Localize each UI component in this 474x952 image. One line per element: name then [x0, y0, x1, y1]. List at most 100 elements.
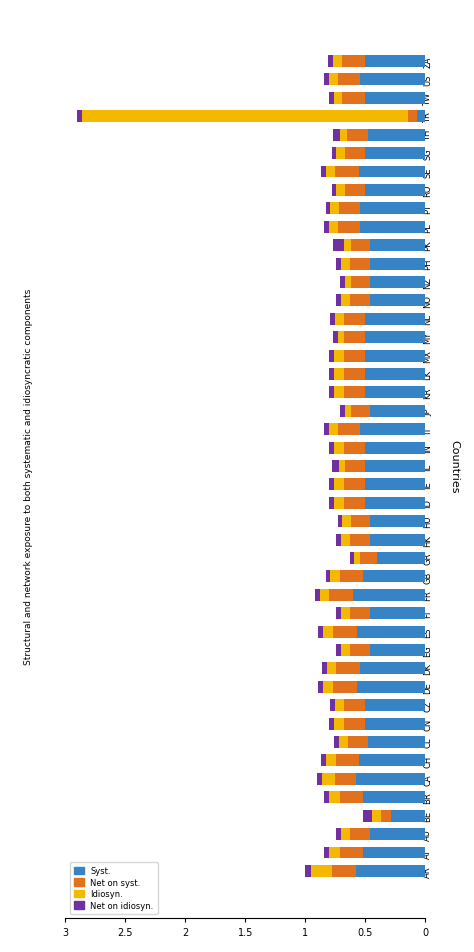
Bar: [337, 148, 345, 160]
Bar: [323, 626, 333, 638]
Bar: [353, 589, 425, 601]
Bar: [82, 111, 408, 123]
Bar: [341, 295, 349, 307]
Bar: [345, 406, 351, 417]
Bar: [363, 810, 372, 822]
Bar: [337, 755, 359, 766]
Bar: [381, 810, 392, 822]
Bar: [349, 534, 370, 546]
Bar: [334, 368, 344, 381]
Bar: [342, 516, 351, 527]
Bar: [331, 148, 337, 160]
Bar: [331, 461, 339, 472]
Bar: [344, 387, 365, 399]
Bar: [326, 167, 335, 178]
Bar: [339, 736, 348, 748]
Bar: [330, 571, 340, 583]
Bar: [315, 589, 319, 601]
Bar: [365, 350, 425, 362]
Bar: [329, 424, 337, 436]
Bar: [340, 571, 363, 583]
Bar: [329, 589, 353, 601]
Bar: [326, 571, 330, 583]
Bar: [335, 313, 344, 326]
Bar: [367, 129, 425, 142]
Y-axis label: Countries: Countries: [449, 440, 459, 493]
Bar: [365, 461, 425, 472]
Bar: [337, 258, 341, 270]
Bar: [341, 645, 349, 656]
Bar: [372, 810, 381, 822]
Bar: [324, 74, 329, 87]
Bar: [344, 313, 365, 326]
Bar: [392, 810, 425, 822]
Bar: [349, 295, 370, 307]
Bar: [348, 736, 367, 748]
Bar: [340, 791, 363, 803]
Bar: [337, 607, 341, 620]
Bar: [370, 277, 425, 288]
Bar: [357, 626, 425, 638]
Bar: [370, 406, 425, 417]
Bar: [324, 791, 329, 803]
Bar: [360, 74, 425, 87]
Bar: [349, 258, 370, 270]
Bar: [324, 222, 329, 233]
Bar: [340, 277, 345, 288]
Bar: [342, 56, 365, 68]
Bar: [351, 406, 370, 417]
Bar: [334, 350, 344, 362]
Bar: [333, 129, 340, 142]
Bar: [351, 240, 370, 252]
Bar: [365, 497, 425, 509]
Bar: [344, 700, 365, 711]
Bar: [339, 203, 360, 215]
Bar: [326, 755, 337, 766]
Bar: [370, 607, 425, 620]
Bar: [345, 148, 365, 160]
Bar: [367, 736, 425, 748]
Bar: [330, 700, 335, 711]
Bar: [334, 479, 344, 491]
Bar: [359, 755, 425, 766]
Bar: [341, 828, 349, 841]
Bar: [370, 516, 425, 527]
Bar: [329, 442, 334, 454]
Bar: [357, 681, 425, 693]
Bar: [321, 167, 326, 178]
Bar: [329, 222, 337, 233]
Bar: [345, 185, 365, 197]
Bar: [305, 865, 311, 877]
Bar: [337, 534, 341, 546]
Bar: [351, 277, 370, 288]
Bar: [344, 240, 351, 252]
Bar: [370, 828, 425, 841]
Bar: [351, 516, 370, 527]
Legend: Syst., Net on syst., Idiosyn., Net on idiosyn.: Syst., Net on syst., Idiosyn., Net on id…: [70, 863, 158, 914]
Bar: [326, 203, 330, 215]
Bar: [334, 442, 344, 454]
Bar: [344, 368, 365, 381]
Bar: [337, 74, 360, 87]
Bar: [337, 828, 341, 841]
Bar: [337, 295, 341, 307]
Bar: [329, 479, 334, 491]
Bar: [333, 626, 357, 638]
Bar: [335, 700, 344, 711]
Bar: [360, 203, 425, 215]
Bar: [356, 865, 425, 877]
Bar: [329, 368, 334, 381]
Bar: [365, 368, 425, 381]
Bar: [363, 791, 425, 803]
Bar: [335, 167, 359, 178]
Bar: [331, 865, 356, 877]
Bar: [340, 129, 347, 142]
Bar: [333, 240, 344, 252]
Bar: [322, 773, 335, 785]
Bar: [370, 258, 425, 270]
Bar: [342, 92, 365, 105]
Bar: [334, 497, 344, 509]
Bar: [322, 663, 327, 675]
Bar: [329, 497, 334, 509]
Bar: [365, 718, 425, 730]
